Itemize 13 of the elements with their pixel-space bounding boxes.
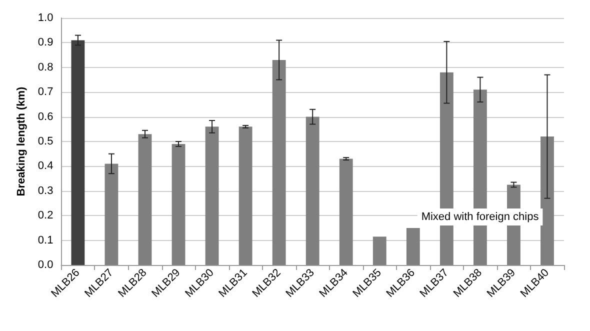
y-axis-title: Breaking length (km)	[16, 86, 28, 196]
y-tick-label: 0.5	[38, 136, 54, 148]
y-tick-label: 0.9	[38, 36, 54, 49]
y-tick-label: 0.2	[38, 210, 54, 222]
y-tick-label: 0.3	[38, 184, 54, 197]
annotation: Mixed with foreign chips	[421, 211, 540, 223]
y-tick-label: 0.6	[38, 110, 54, 123]
y-tick-label: 0.8	[38, 61, 54, 74]
y-tick-label: 0.7	[38, 86, 54, 98]
y-tick-label: 1.0	[38, 12, 54, 24]
y-tick-label: 0.4	[38, 160, 54, 172]
y-tick-label: 0.1	[38, 234, 54, 246]
y-tick-label: 0.0	[38, 259, 54, 271]
